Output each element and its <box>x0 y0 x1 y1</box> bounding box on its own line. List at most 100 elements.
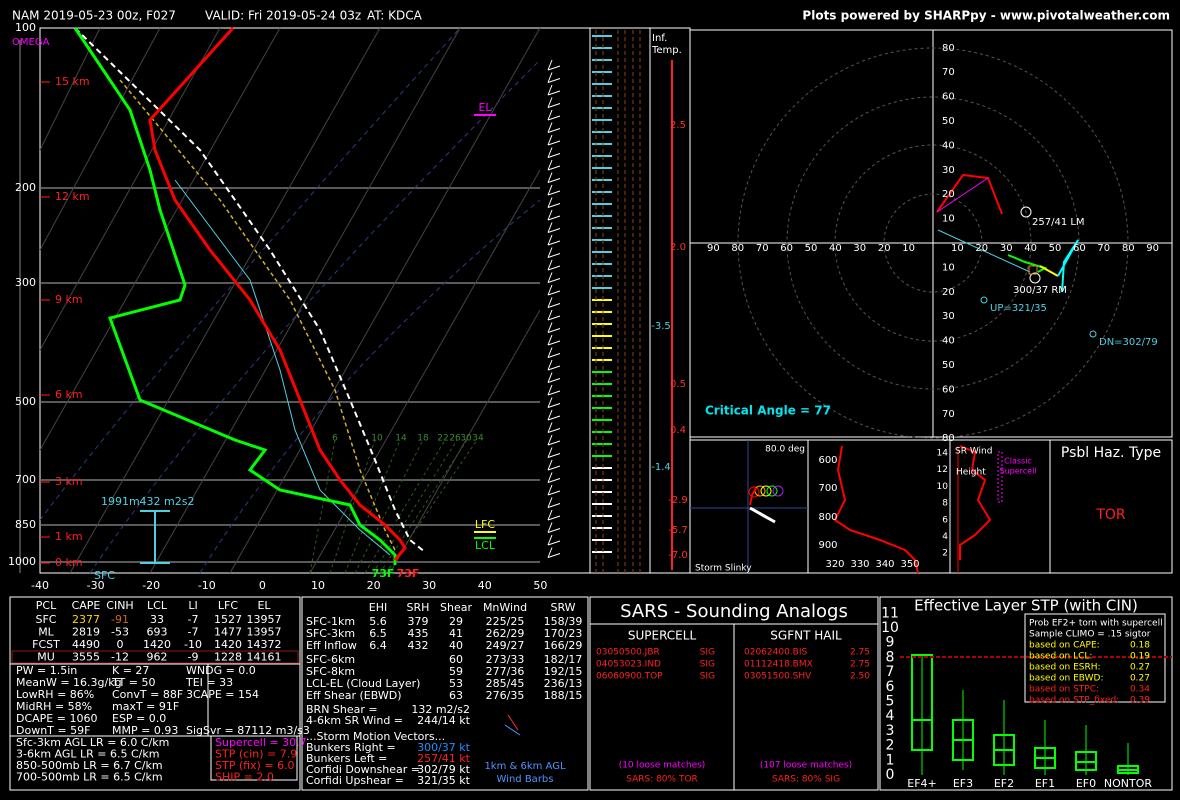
index: TT = 50 <box>111 676 155 689</box>
composite: STP (fix) = 6.0 <box>215 759 295 772</box>
label: 2.0 <box>670 242 686 253</box>
dewpoint-trace <box>73 27 397 565</box>
label: 60 <box>942 384 955 395</box>
table-cell: -53 <box>111 626 129 639</box>
label: 01112418.BMX <box>744 660 813 670</box>
composite: Supercell = 30.7 <box>215 736 307 749</box>
sr-profile <box>959 445 992 560</box>
table-cell: 1420 <box>214 638 242 651</box>
pressure-label: 200 <box>15 181 36 194</box>
hodo-trace <box>1039 265 1059 277</box>
label: 10 <box>902 243 915 254</box>
slinky-circle <box>766 485 778 497</box>
label: 6 <box>942 515 948 525</box>
label: 03051500.SHV <box>744 672 812 682</box>
table-cell: SFC <box>36 613 57 626</box>
column-header: PCL <box>36 599 57 612</box>
table-cell: -9 <box>188 651 199 664</box>
mixing-label: 6 <box>332 434 338 444</box>
mixing-line <box>364 439 446 574</box>
index: TEI = 33 <box>185 676 233 689</box>
table-cell: 225/25 <box>486 615 525 628</box>
column-header: LI <box>188 599 197 612</box>
table-cell: 435 <box>408 627 429 640</box>
hazard-frame <box>1049 439 1173 574</box>
wind-barb <box>547 90 561 96</box>
pressure-label: 500 <box>15 395 36 408</box>
index: SigSvr = 87112 m3/s3 <box>186 724 310 737</box>
wind-barb <box>547 159 553 171</box>
wind-barb <box>547 422 553 433</box>
label: 02062400.BIS <box>744 648 807 658</box>
table-cell: ML <box>38 626 54 639</box>
label: -1.4 <box>651 462 671 473</box>
temp-label: 40 <box>478 579 492 592</box>
index: DownT = 59F <box>16 724 90 737</box>
temperature-trace <box>148 26 407 561</box>
hodo-trace <box>1007 254 1048 273</box>
label: EL <box>478 101 492 114</box>
wind-barb <box>547 247 553 258</box>
label: SARS: 80% TOR <box>626 775 698 785</box>
label: 2.50 <box>850 672 870 682</box>
mixing-label: 14 <box>395 434 407 444</box>
label: 10 <box>937 482 949 492</box>
label: 2.75 <box>850 648 870 658</box>
index: MidRH = 58% <box>16 700 92 713</box>
temp-label: 30 <box>422 579 436 592</box>
label: UP=321/35 <box>990 303 1047 314</box>
table-cell: 1228 <box>214 651 242 664</box>
pressure-label: 300 <box>15 276 36 289</box>
label: 800 <box>818 512 837 523</box>
table-cell: 962 <box>147 651 168 664</box>
label: 10 <box>951 243 964 254</box>
label: OMEGA <box>12 37 50 48</box>
pressure-label: 1000 <box>8 555 36 568</box>
label: 8 <box>942 499 948 509</box>
wind-barb <box>547 528 561 533</box>
wind-barb <box>547 153 561 158</box>
label: (107 loose matches) <box>760 761 852 771</box>
table-cell: -7 <box>188 613 199 626</box>
table-cell: 13957 <box>247 626 282 639</box>
hodo-ring <box>834 144 1032 342</box>
label: 80 <box>731 243 744 254</box>
adiabat <box>39 27 461 521</box>
table-cell: SFC-8km <box>306 665 355 678</box>
label: 70 <box>942 409 955 420</box>
mu-highlight <box>11 650 299 664</box>
wind-barb <box>547 103 561 108</box>
isotherm <box>69 27 381 574</box>
table-cell: 14161 <box>247 651 282 664</box>
hodo-ring <box>737 47 1129 439</box>
label: NAM 2019-05-23 00z, F027 <box>12 9 176 23</box>
label: Temp. <box>651 45 682 56</box>
wind-barb <box>547 347 553 358</box>
mean-wind-line <box>937 229 1031 273</box>
column-header: Shear <box>440 601 472 614</box>
table-cell: 63 <box>449 689 463 702</box>
pressure-label: 700 <box>15 473 36 486</box>
label: 03050500.JBR <box>596 648 660 658</box>
table-cell: -7 <box>188 626 199 639</box>
label: 1 <box>886 752 895 768</box>
label: 0.39 <box>1130 696 1150 706</box>
label: 600 <box>818 455 837 466</box>
wind-barb <box>547 409 553 421</box>
height-label: 9 km <box>55 293 83 306</box>
lapse-rate: 3-6km AGL LR = 6.5 C/km <box>16 748 159 761</box>
hodo-ring <box>883 193 983 293</box>
isotherm <box>39 27 161 251</box>
wind-barb <box>547 222 553 233</box>
slinky-circle <box>772 485 784 497</box>
wind-barb <box>547 147 553 158</box>
table-cell: 14372 <box>247 638 282 651</box>
hodo-barb <box>504 724 521 736</box>
label: NONTOR <box>1104 777 1152 790</box>
label: TOR <box>1095 507 1126 523</box>
mixing-label: 18 <box>417 434 429 444</box>
sr-reference <box>997 451 1003 503</box>
table-cell: 379 <box>408 615 429 628</box>
column-header: SRH <box>407 601 430 614</box>
